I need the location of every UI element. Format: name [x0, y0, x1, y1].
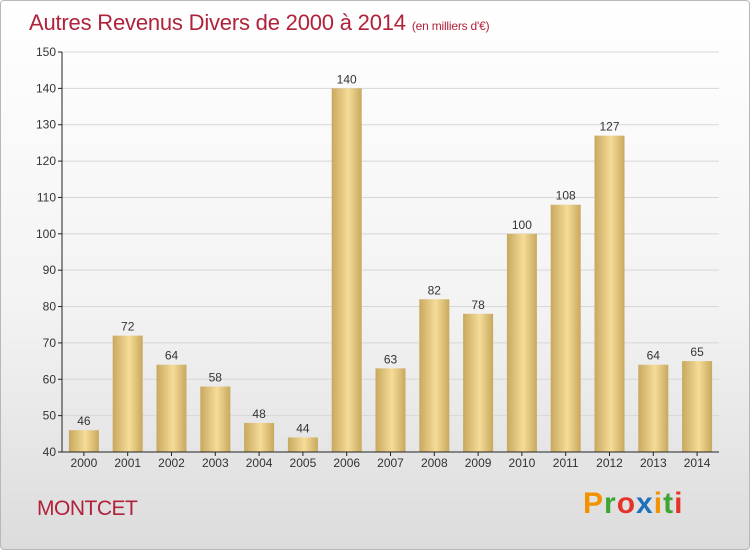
bar	[594, 135, 625, 453]
data-label: 44	[296, 421, 310, 435]
y-tick-label: 110	[37, 190, 56, 204]
data-label: 65	[690, 345, 704, 359]
x-tick-label: 2012	[596, 456, 623, 470]
x-tick-label: 2000	[71, 456, 98, 470]
brand-letter: P	[583, 487, 605, 520]
y-tick-label: 80	[43, 300, 57, 314]
y-tick-label: 120	[36, 154, 56, 168]
chart-title: Autres Revenus Divers de 2000 à 2014 (en …	[29, 10, 490, 36]
x-tick-label: 2009	[465, 456, 492, 470]
bar	[419, 299, 450, 452]
brand-letter: r	[604, 487, 617, 520]
data-label: 46	[77, 414, 91, 428]
bar	[331, 88, 362, 452]
x-tick-label: 2001	[114, 456, 141, 470]
chart-title-text: Autres Revenus Divers de 2000 à 2014	[29, 10, 406, 35]
data-labels: 46 72 64 58 48 44 140 63 82 78 100 108 127 64 65	[77, 72, 704, 435]
data-label: 58	[209, 371, 223, 385]
brand-letter: i	[653, 487, 664, 520]
data-label: 64	[647, 349, 661, 363]
data-label: 64	[165, 349, 179, 363]
x-tick-label: 2010	[509, 456, 536, 470]
data-label: 78	[471, 298, 485, 312]
data-label: 72	[121, 320, 135, 334]
data-label: 108	[556, 189, 576, 203]
brand-letter: i	[674, 487, 684, 520]
bar	[375, 368, 406, 452]
x-tick-label: 2007	[377, 456, 404, 470]
bar	[112, 335, 143, 452]
y-tick-label: 140	[36, 81, 56, 95]
brand-letter: t	[663, 487, 675, 520]
y-tick-label: 150	[36, 45, 56, 59]
bar	[682, 361, 713, 452]
data-label: 63	[384, 352, 398, 366]
proxiti-logo: Proxiti	[583, 487, 683, 521]
brand-letter: x	[636, 487, 654, 520]
y-tick-label: 40	[43, 445, 57, 459]
bars	[68, 88, 713, 453]
x-tick-label: 2004	[246, 456, 273, 470]
y-tick-label: 90	[43, 263, 57, 277]
bar	[550, 204, 581, 452]
x-tick-label: 2008	[421, 456, 448, 470]
x-tick-label: 2002	[158, 456, 185, 470]
x-tick-label: 2014	[684, 456, 711, 470]
data-label: 127	[599, 120, 619, 134]
x-tick-label: 2011	[553, 456, 579, 470]
brand-letter: o	[616, 487, 637, 520]
bar	[156, 364, 187, 452]
data-label: 100	[512, 218, 532, 232]
bar	[287, 437, 318, 452]
bar	[244, 422, 275, 452]
y-tick-label: 130	[36, 118, 56, 132]
x-tick-label: 2005	[290, 456, 317, 470]
data-label: 82	[428, 283, 442, 297]
axes: 40 50 60 70 80 90 100 110 120 130 140 150 2000 2001 20…	[36, 45, 719, 470]
chart-subtitle: (en milliers d'€)	[411, 19, 490, 33]
y-tick-label: 100	[36, 227, 56, 241]
y-tick-label: 70	[43, 336, 57, 350]
data-label: 48	[252, 407, 266, 421]
y-tick-label: 50	[43, 409, 57, 423]
bar	[638, 364, 669, 452]
x-tick-label: 2013	[640, 456, 667, 470]
data-label: 140	[337, 72, 357, 86]
bar	[506, 233, 537, 452]
bar	[200, 386, 231, 452]
bar	[463, 313, 494, 452]
x-tick-label: 2006	[333, 456, 360, 470]
bar	[68, 430, 99, 452]
x-tick-label: 2003	[202, 456, 229, 470]
location-label: MONTCET	[37, 497, 138, 520]
y-tick-label: 60	[43, 372, 57, 386]
